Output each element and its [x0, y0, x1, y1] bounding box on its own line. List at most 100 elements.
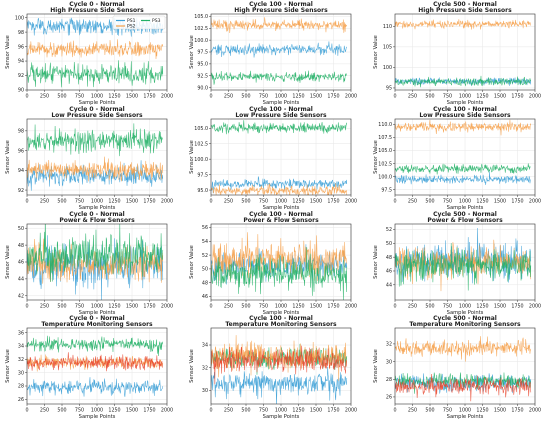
- subplot-title: Cycle 100 - Normal: [249, 315, 313, 322]
- x-tick-label: 1500: [310, 199, 322, 205]
- subplot-title: Cycle 0 - Normal: [69, 1, 124, 8]
- x-tick-label: 0: [25, 304, 28, 310]
- subplot-subtitle: High Pressure Side Sensors: [50, 7, 144, 14]
- y-tick-label: 54: [202, 239, 208, 245]
- y-tick-label: 94: [18, 59, 24, 65]
- y-axis-label: Sensor Value: [373, 35, 379, 69]
- series-line-4: [211, 345, 348, 385]
- subplot-subtitle: Power & Flow Sensors: [59, 217, 135, 224]
- y-axis-label: Sensor Value: [189, 245, 195, 279]
- series-line-4: [27, 377, 164, 397]
- x-tick-label: 750: [443, 94, 452, 100]
- y-tick-label: 92: [18, 73, 24, 79]
- y-tick-label: 48: [18, 243, 24, 249]
- x-tick-label: 750: [443, 408, 452, 414]
- series-group: [27, 335, 164, 397]
- y-tick-label: 105.0: [378, 148, 392, 154]
- x-tick-label: 1000: [275, 199, 287, 205]
- y-tick-label: 100: [383, 65, 392, 71]
- x-tick-label: 500: [241, 199, 250, 205]
- x-tick-label: 1000: [91, 304, 103, 310]
- x-axis-label: Sample Points: [263, 100, 300, 106]
- x-tick-label: 1500: [126, 94, 138, 100]
- subplot-title: Cycle 500 - Normal: [433, 1, 497, 8]
- x-tick-label: 1750: [511, 94, 523, 100]
- series-group: [395, 227, 532, 292]
- x-tick-label: 1000: [91, 408, 103, 414]
- series-line-3: [211, 70, 347, 85]
- x-axis-label: Sample Points: [263, 310, 300, 316]
- series-line-3: [27, 156, 164, 182]
- x-tick-label: 250: [224, 304, 233, 310]
- x-tick-label: 250: [408, 94, 417, 100]
- y-tick-label: 26: [386, 395, 392, 401]
- x-tick-label: 1500: [494, 408, 506, 414]
- series-line-1: [211, 17, 348, 33]
- series-line-3: [211, 247, 348, 300]
- y-tick-label: 96: [18, 44, 24, 50]
- y-tick-label: 46: [202, 294, 208, 300]
- y-tick-label: 28: [18, 384, 24, 390]
- y-tick-label: 50: [202, 267, 208, 273]
- y-tick-label: 44: [18, 277, 24, 283]
- x-axis-label: Sample Points: [79, 414, 116, 420]
- y-tick-label: 95.0: [197, 188, 208, 194]
- x-tick-label: 1250: [292, 94, 304, 100]
- y-tick-label: 95.0: [197, 62, 208, 68]
- y-tick-label: 90: [18, 88, 24, 94]
- series-group: [27, 123, 164, 191]
- subplot-subtitle: Low Pressure Side Sensors: [419, 112, 511, 119]
- x-axis-label: Sample Points: [263, 205, 300, 211]
- series-line-2: [211, 41, 347, 58]
- y-tick-label: 52: [386, 227, 392, 233]
- x-tick-label: 500: [57, 94, 66, 100]
- y-axis-label: Sensor Value: [189, 140, 195, 174]
- series-line-1: [211, 120, 348, 135]
- series-line-3: [395, 243, 532, 291]
- y-tick-label: 56: [202, 225, 208, 231]
- y-axis-label: Sensor Value: [5, 35, 11, 69]
- y-tick-label: 105: [383, 45, 392, 51]
- series-group: [395, 19, 532, 88]
- x-tick-label: 500: [241, 94, 250, 100]
- y-tick-label: 94: [18, 168, 24, 174]
- y-tick-label: 50: [386, 241, 392, 247]
- series-group: [27, 224, 164, 300]
- series-line-2: [211, 175, 348, 194]
- x-tick-label: 0: [209, 94, 212, 100]
- y-axis-label: Sensor Value: [373, 140, 379, 174]
- x-tick-label: 0: [393, 199, 396, 205]
- subplot-title: Cycle 0 - Normal: [69, 211, 124, 218]
- x-tick-label: 1250: [476, 304, 488, 310]
- x-tick-label: 500: [425, 94, 434, 100]
- x-tick-label: 1750: [327, 408, 339, 414]
- x-tick-label: 1000: [459, 94, 471, 100]
- x-tick-label: 500: [425, 199, 434, 205]
- series-group: [211, 232, 348, 300]
- x-tick-label: 1500: [126, 304, 138, 310]
- x-tick-label: 2000: [161, 408, 173, 414]
- y-tick-label: 46: [18, 260, 24, 266]
- subplot-title: Cycle 0 - Normal: [69, 315, 124, 322]
- y-axis-label: Sensor Value: [189, 35, 195, 69]
- y-tick-label: 102.5: [194, 141, 208, 147]
- y-tick-label: 90.0: [197, 85, 208, 91]
- x-tick-label: 1500: [310, 304, 322, 310]
- y-tick-label: 100.0: [378, 174, 392, 180]
- x-tick-label: 1500: [310, 408, 322, 414]
- legend-box: [112, 15, 166, 30]
- series-group: [395, 336, 532, 402]
- y-tick-label: 110.0: [378, 122, 392, 128]
- x-tick-label: 1750: [327, 199, 339, 205]
- series-line-3: [27, 352, 164, 372]
- subplot-title: Cycle 100 - Normal: [249, 211, 313, 218]
- y-tick-label: 34: [18, 344, 24, 350]
- y-tick-label: 97.5: [197, 50, 208, 56]
- x-tick-label: 2000: [529, 304, 541, 310]
- x-tick-label: 1750: [511, 199, 523, 205]
- x-tick-label: 1500: [494, 94, 506, 100]
- x-axis-label: Sample Points: [79, 100, 116, 106]
- x-tick-label: 500: [57, 199, 66, 205]
